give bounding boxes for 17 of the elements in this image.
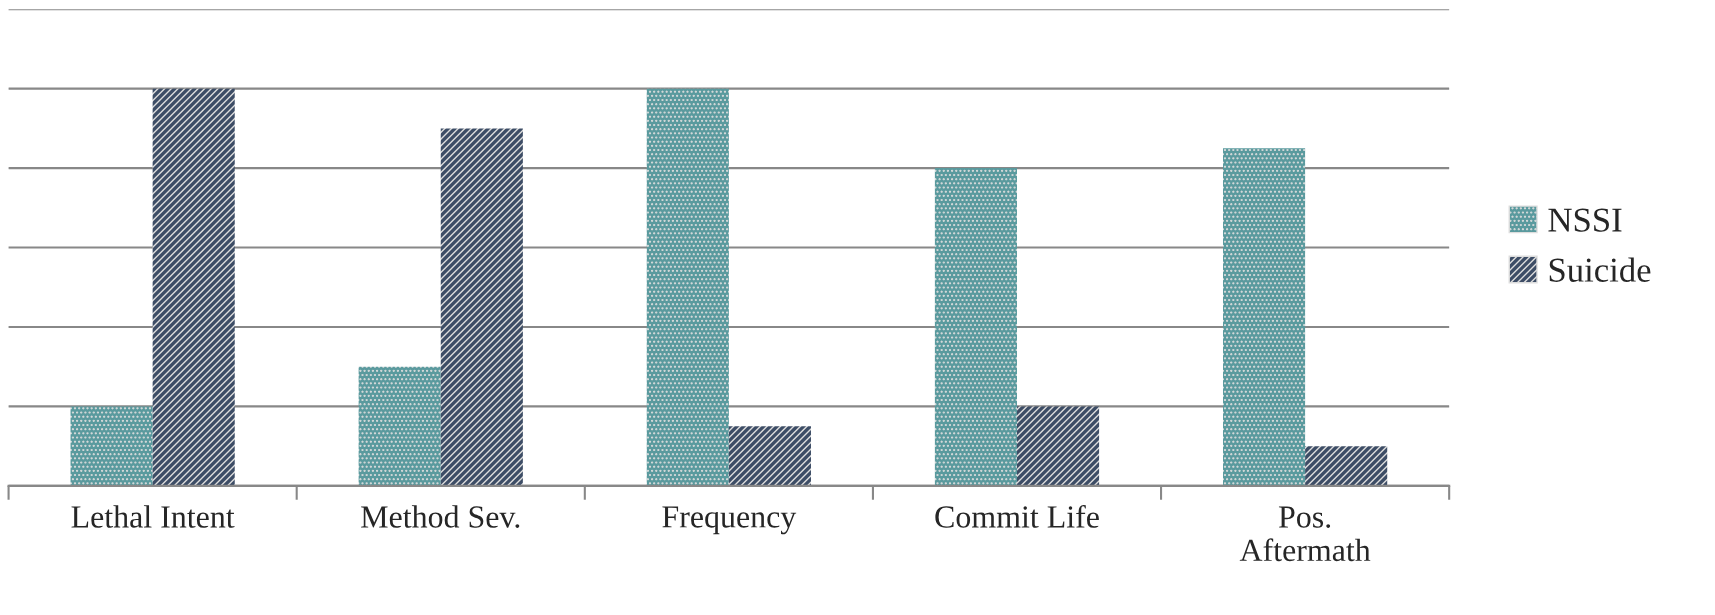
x-tick-label: Method Sev. xyxy=(361,505,520,528)
legend-label: NSSI xyxy=(1548,208,1622,232)
x-tick-label: Frequency xyxy=(662,506,797,535)
bar xyxy=(728,426,811,486)
legend-label: Suicide xyxy=(1549,257,1651,282)
bar xyxy=(358,366,441,486)
bar xyxy=(1223,148,1306,486)
bar xyxy=(1016,406,1100,486)
bar xyxy=(934,168,1017,486)
bar xyxy=(152,88,235,486)
x-tick-label: Pos. Aftermath xyxy=(1239,506,1371,562)
bar xyxy=(70,406,153,486)
x-tick-label: Commit Life xyxy=(935,504,1099,528)
bar xyxy=(440,128,523,486)
x-tick-label: Lethal Intent xyxy=(71,505,235,528)
bar xyxy=(646,88,729,486)
bar xyxy=(1305,446,1388,486)
